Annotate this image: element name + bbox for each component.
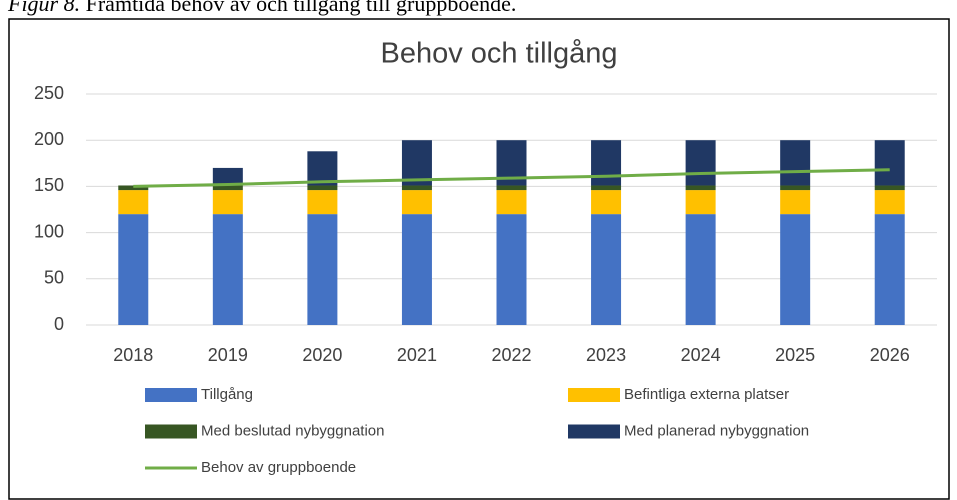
bar-segment	[685, 214, 716, 325]
bar-segment	[307, 214, 338, 325]
frame	[8, 18, 950, 500]
x-tick-label: 2024	[681, 345, 721, 365]
x-tick-label: 2018	[113, 345, 153, 365]
bar-segment	[591, 185, 622, 191]
bar-segment	[401, 214, 432, 325]
chart-title: Behov och tillgång	[381, 38, 618, 70]
bar-segment	[685, 185, 716, 191]
bar-segment	[496, 190, 527, 215]
bar-segment	[685, 190, 716, 215]
bar-segment	[780, 214, 811, 325]
caption-label: Figur 8.	[7, 0, 80, 16]
bar-segment	[307, 151, 338, 186]
bar-segment	[212, 214, 243, 325]
y-tick-label: 0	[54, 314, 64, 334]
trend-line	[133, 168, 890, 188]
y-tick-label: 150	[34, 175, 64, 195]
bar-segment	[874, 140, 905, 186]
caption-text: Framtida behov av och tillgång till grup…	[86, 0, 517, 16]
bar-segment	[874, 185, 905, 191]
bar-segment	[496, 214, 527, 325]
legend-label: Tillgång	[201, 386, 253, 403]
x-tick-label: 2019	[208, 345, 248, 365]
x-tick-label: 2025	[775, 345, 815, 365]
bar-segment	[307, 185, 338, 191]
bar-segment	[591, 140, 622, 186]
legend-swatch	[568, 388, 620, 402]
bar-segment	[685, 140, 716, 186]
legend-swatch	[145, 424, 197, 439]
legend-label: Med planerad nybyggnation	[624, 422, 809, 439]
bar-segment	[401, 190, 432, 215]
bar-segment	[118, 190, 149, 215]
legend-label: Behov av gruppboende	[201, 459, 356, 476]
bar-segment	[212, 185, 243, 191]
bar-segment	[780, 140, 811, 186]
x-tick-label: 2023	[586, 345, 626, 365]
bar-segment	[118, 185, 149, 191]
bar-segment	[212, 167, 243, 186]
x-tick-label: 2021	[397, 345, 437, 365]
bar-segment	[496, 185, 527, 191]
legend-label: Med beslutad nybyggnation	[201, 422, 384, 439]
x-tick-label: 2026	[870, 345, 910, 365]
legend-swatch	[145, 388, 197, 402]
bar-segment	[591, 190, 622, 215]
x-tick-label: 2020	[302, 345, 342, 365]
bar-segment	[780, 190, 811, 215]
legend-label: Befintliga externa platser	[624, 386, 789, 403]
bar-segment	[118, 214, 149, 325]
y-tick-label: 250	[34, 83, 64, 103]
y-tick-label: 100	[34, 221, 64, 241]
x-tick-label: 2022	[491, 345, 531, 365]
bar-segment	[307, 190, 338, 215]
bar-segment	[591, 214, 622, 325]
bar-segment	[874, 214, 905, 325]
bar-segment	[401, 140, 432, 186]
bar-segment	[212, 190, 243, 215]
bar-segment	[874, 190, 905, 215]
bar-segment	[401, 185, 432, 191]
y-tick-label: 200	[34, 129, 64, 149]
y-tick-label: 50	[44, 268, 64, 288]
caption: Figur 8. Framtida behov av och tillgång …	[7, 0, 516, 16]
legend-swatch	[568, 424, 620, 439]
bar-segment	[780, 185, 811, 191]
